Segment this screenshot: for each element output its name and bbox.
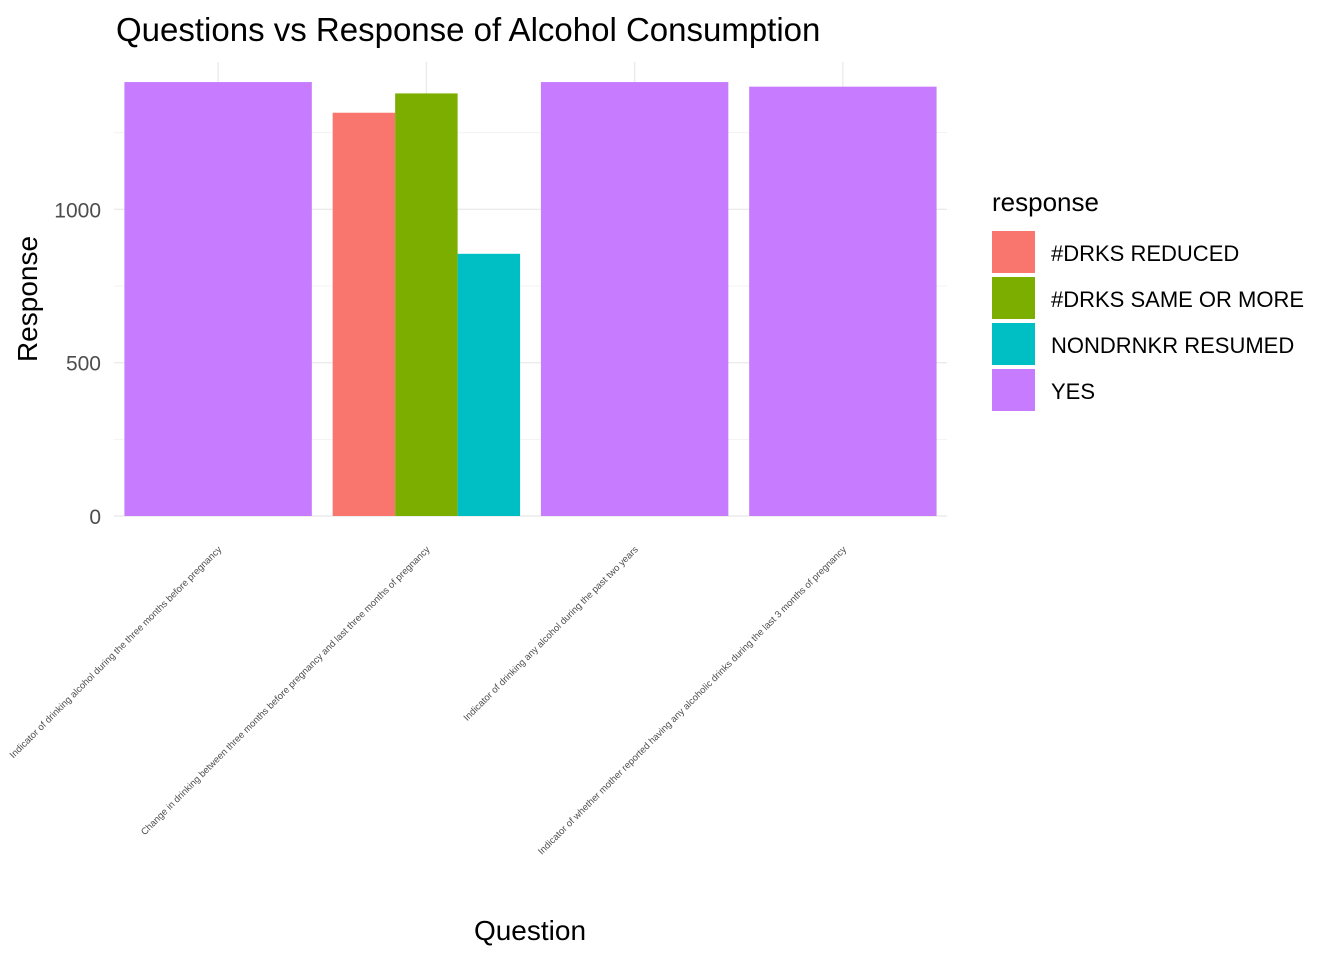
legend-label: YES	[1051, 379, 1095, 404]
legend-swatch	[992, 323, 1035, 365]
bar	[395, 93, 458, 516]
legend: response #DRKS REDUCED #DRKS SAME OR MORE…	[992, 187, 1304, 411]
x-tick-label: Indicator of drinking alcohol during the…	[8, 544, 225, 761]
bar	[124, 82, 312, 516]
x-axis-title: Question	[474, 915, 586, 946]
y-tick-label: 500	[66, 353, 101, 376]
bar	[332, 112, 396, 517]
x-tick-label: Indicator of drinking any alcohol during…	[462, 544, 641, 723]
bars	[124, 82, 937, 517]
x-axis-ticks: Indicator of drinking alcohol during the…	[8, 544, 849, 857]
bar	[540, 82, 729, 516]
y-axis-ticks: 0 500 1000	[54, 199, 101, 529]
y-tick-label: 0	[89, 506, 101, 529]
y-axis-title: Response	[12, 236, 43, 362]
bar	[749, 86, 937, 517]
x-tick-label: Indicator of whether mother reported hav…	[536, 544, 849, 857]
y-tick-label: 1000	[54, 199, 101, 222]
legend-label: #DRKS REDUCED	[1051, 241, 1239, 266]
legend-label: #DRKS SAME OR MORE	[1051, 287, 1304, 312]
legend-swatch	[992, 231, 1035, 273]
bar	[457, 253, 521, 516]
legend-swatch	[992, 369, 1035, 411]
chart-title: Questions vs Response of Alcohol Consump…	[116, 11, 820, 48]
legend-swatch	[992, 277, 1035, 319]
legend-title: response	[992, 187, 1099, 217]
legend-label: NONDRNKR RESUMED	[1051, 333, 1294, 358]
